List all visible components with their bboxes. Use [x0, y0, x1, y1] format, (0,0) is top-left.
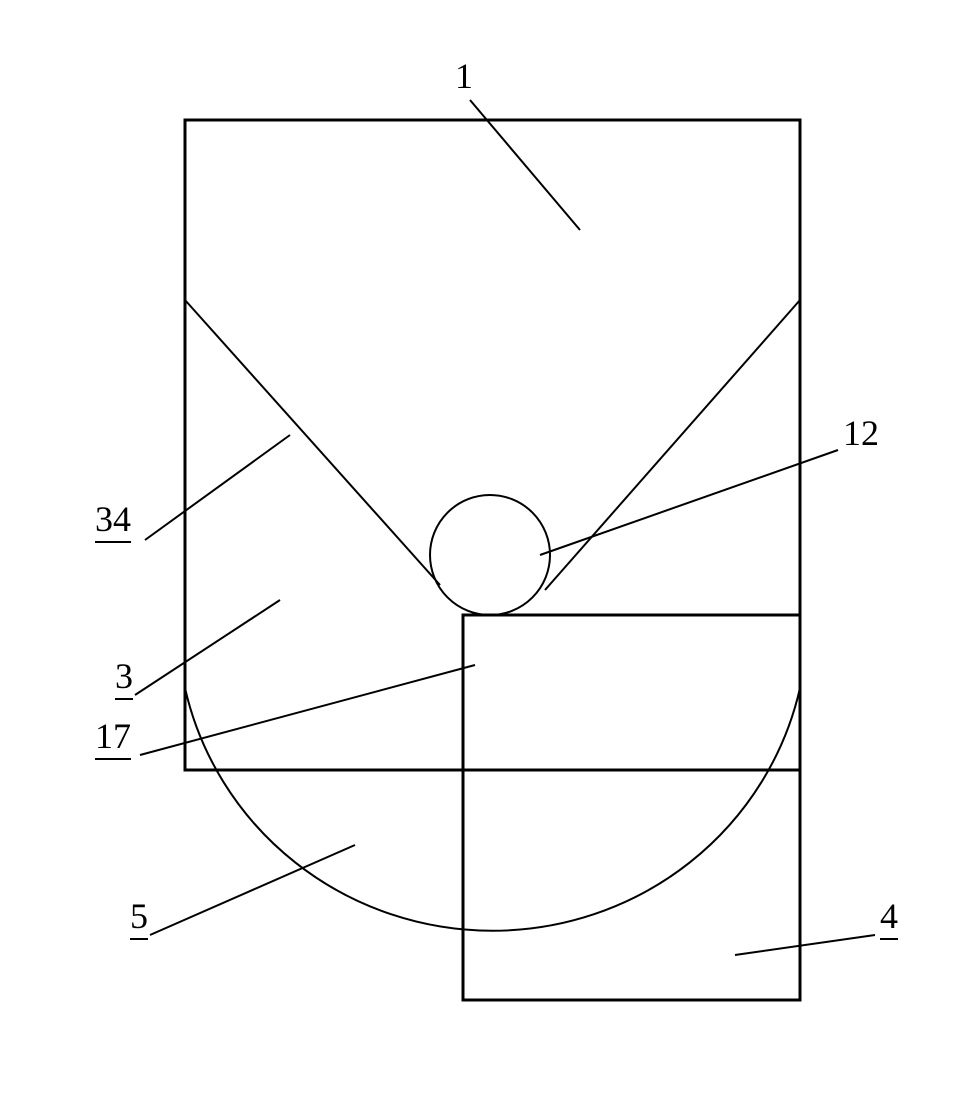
- label-17: 17: [95, 715, 131, 757]
- label-3: 3: [115, 655, 133, 697]
- label-1: 1: [455, 55, 473, 97]
- label-12: 12: [843, 412, 879, 454]
- center-circle: [430, 495, 550, 615]
- leader-line-4: [735, 935, 875, 955]
- funnel-right-line: [545, 300, 800, 590]
- leader-line-34: [145, 435, 290, 540]
- leader-line-12: [540, 450, 838, 555]
- inner-rectangle: [463, 615, 800, 1000]
- label-5: 5: [130, 895, 148, 937]
- label-34: 34: [95, 498, 131, 540]
- leader-line-3: [135, 600, 280, 695]
- label-4: 4: [880, 895, 898, 937]
- leader-line-5: [150, 845, 355, 935]
- bottom-arc: [185, 688, 800, 931]
- funnel-left-line: [185, 300, 440, 585]
